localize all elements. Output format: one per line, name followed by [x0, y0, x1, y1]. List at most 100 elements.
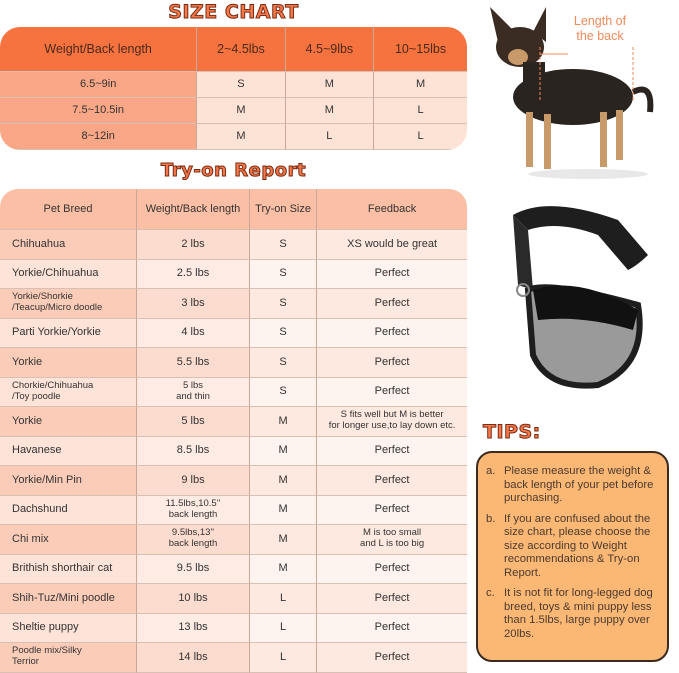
try-on-cell-text: Perfect	[374, 444, 410, 457]
try-on-cell-text: Yorkie/Shorkie /Teacup/Micro doodle	[12, 291, 103, 314]
try-on-row: Shih-Tuz/Mini poodle 10 lbs L Perfect	[0, 584, 467, 614]
tip-letter: c.	[486, 587, 495, 600]
try-on-cell: 9.5 lbs	[137, 554, 250, 584]
try-on-cell: 2 lbs	[137, 230, 250, 260]
try-on-cell: 9 lbs	[137, 466, 250, 496]
try-on-cell: 5 lbs	[137, 407, 250, 437]
try-on-cell: Shih-Tuz/Mini poodle	[0, 584, 138, 614]
try-on-cell-text: 9.5 lbs	[176, 562, 210, 575]
try-on-row: Chorkie/Chihuahua /Toy poodle 5 lbs and t…	[0, 377, 467, 407]
try-on-cell-text: 9.5lbs,13'' back length	[168, 527, 218, 550]
try-on-cell-text: S	[279, 267, 287, 280]
try-on-cell-text: Perfect	[374, 355, 410, 368]
tip-item: b. If you are confused about the size cha…	[486, 513, 659, 581]
try-on-cell-text: 3 lbs	[181, 296, 205, 309]
try-on-cell: Perfect	[317, 643, 467, 673]
try-on-cell: S	[249, 259, 318, 289]
try-on-cell: Yorkie/Min Pin	[0, 466, 138, 496]
try-on-header-cell: Weight/Back length	[137, 189, 250, 230]
try-on-cell: Perfect	[317, 289, 467, 319]
try-on-cell-text: S	[279, 296, 287, 309]
try-on-cell: 14 lbs	[137, 643, 250, 673]
try-on-header-row: Pet Breed Weight/Back length Try-on Size Fe…	[0, 189, 467, 230]
try-on-row: Yorkie 5.5 lbs S Perfect	[0, 348, 467, 378]
try-on-cell-text: M is too small and L is too big	[360, 527, 425, 550]
try-on-cell-text: Yorkie	[12, 414, 43, 427]
tip-item: c. It is not fit for long-legged dog bree…	[486, 587, 659, 641]
try-on-row: Chihuahua 2 lbs S XS would be great	[0, 230, 467, 260]
try-on-row: Yorkie/Shorkie /Teacup/Micro doodle 3 lbs…	[0, 289, 467, 319]
try-on-cell-text: XS would be great	[347, 237, 438, 250]
try-on-cell: Yorkie/Chihuahua	[0, 259, 138, 289]
try-on-cell-text: L	[280, 591, 287, 604]
try-on-cell: Chi mix	[0, 525, 138, 555]
try-on-cell: M	[249, 436, 318, 466]
tip-letter: a.	[486, 465, 496, 477]
try-on-row: Brithish shorthair cat 9.5 lbs M Perfect	[0, 554, 467, 584]
try-on-cell: 11.5lbs,10.5'' back length	[137, 495, 250, 525]
try-on-cell-text: M	[278, 562, 288, 575]
tip-letter: b.	[486, 512, 496, 525]
size-chart-header-cell: 4.5~9lbs	[285, 27, 375, 72]
tip-text: Please measure the weight & back length …	[504, 465, 654, 505]
size-chart-header-cell: 10~15lbs	[374, 27, 467, 72]
try-on-cell-text: M	[278, 444, 288, 457]
size-chart-table: Weight/Back length 2~4.5lbs 4.5~9lbs 10~15l…	[0, 27, 467, 150]
try-on-cell: M	[249, 495, 318, 525]
try-on-row: Yorkie/Min Pin 9 lbs M Perfect	[0, 466, 467, 496]
tips-title: TIPS:	[483, 421, 541, 444]
try-on-cell-text: Chihuahua	[12, 237, 66, 250]
try-on-cell: 5 lbs and thin	[137, 377, 250, 407]
try-on-cell-text: S	[279, 326, 287, 339]
try-on-cell: 2.5 lbs	[137, 259, 250, 289]
try-on-cell: M	[249, 407, 318, 437]
try-on-cell: Dachshund	[0, 495, 138, 525]
try-on-cell-text: 2 lbs	[181, 237, 205, 250]
try-on-cell: S fits well but M is better for longer u…	[317, 407, 467, 437]
try-on-cell: Perfect	[317, 348, 467, 378]
size-chart-cell: M	[197, 98, 286, 124]
try-on-cell: S	[249, 289, 318, 319]
try-on-cell-text: 5 lbs and thin	[176, 379, 210, 402]
tip-text: It is not fit for long-legged dog breed,…	[504, 587, 653, 641]
try-on-header-cell: Pet Breed	[0, 189, 138, 230]
try-on-cell: 13 lbs	[137, 613, 250, 643]
try-on-row: Dachshund 11.5lbs,10.5'' back length M Perf…	[0, 495, 467, 525]
size-chart-header-cell: Weight/Back length	[0, 27, 198, 72]
try-on-cell: M	[249, 525, 318, 555]
try-on-cell-text: 2.5 lbs	[176, 267, 210, 280]
try-on-cell-text: S	[279, 237, 287, 250]
try-on-cell: Perfect	[317, 613, 467, 643]
try-on-cell: Yorkie	[0, 407, 138, 437]
try-on-cell-text: Brithish shorthair cat	[12, 562, 113, 575]
tip-text: If you are confused about the size chart…	[504, 512, 651, 579]
size-chart-row: 7.5~10.5in M M L	[0, 98, 467, 124]
try-on-report-title: Try-on Report	[160, 160, 307, 182]
try-on-cell-text: Perfect	[374, 473, 410, 486]
size-chart-header-cell: 2~4.5lbs	[197, 27, 286, 72]
try-on-cell: Sheltie puppy	[0, 613, 138, 643]
try-on-cell-text: 5.5 lbs	[176, 355, 210, 368]
try-on-cell: M is too small and L is too big	[317, 525, 467, 555]
try-on-row: Sheltie puppy 13 lbs L Perfect	[0, 613, 467, 643]
try-on-cell: Poodle mix/Silky Terrior	[0, 643, 138, 673]
try-on-cell-text: Yorkie	[12, 355, 43, 368]
try-on-row: Poodle mix/Silky Terrior 14 lbs L Perfect	[0, 643, 467, 673]
try-on-cell-text: Havanese	[12, 444, 62, 457]
tip-item: a. Please measure the weight & back lengt…	[486, 465, 659, 506]
try-on-cell-text: Perfect	[374, 503, 410, 516]
size-chart-cell: M	[285, 98, 375, 124]
try-on-cell: S	[249, 318, 318, 348]
try-on-cell-text: S	[279, 355, 287, 368]
try-on-cell: Parti Yorkie/Yorkie	[0, 318, 138, 348]
try-on-cell-text: 14 lbs	[178, 650, 208, 663]
try-on-cell-text: Perfect	[374, 385, 410, 398]
size-chart-cell: M	[197, 124, 286, 150]
try-on-report-table: Pet Breed Weight/Back length Try-on Size Fe…	[0, 189, 467, 673]
try-on-cell: Perfect	[317, 495, 467, 525]
try-on-row: Yorkie 5 lbs M S fits well but M is better …	[0, 407, 467, 437]
try-on-cell: XS would be great	[317, 230, 467, 260]
try-on-cell-text: 5 lbs	[181, 414, 205, 427]
try-on-cell-text: 4 lbs	[181, 326, 205, 339]
try-on-cell: L	[249, 584, 318, 614]
